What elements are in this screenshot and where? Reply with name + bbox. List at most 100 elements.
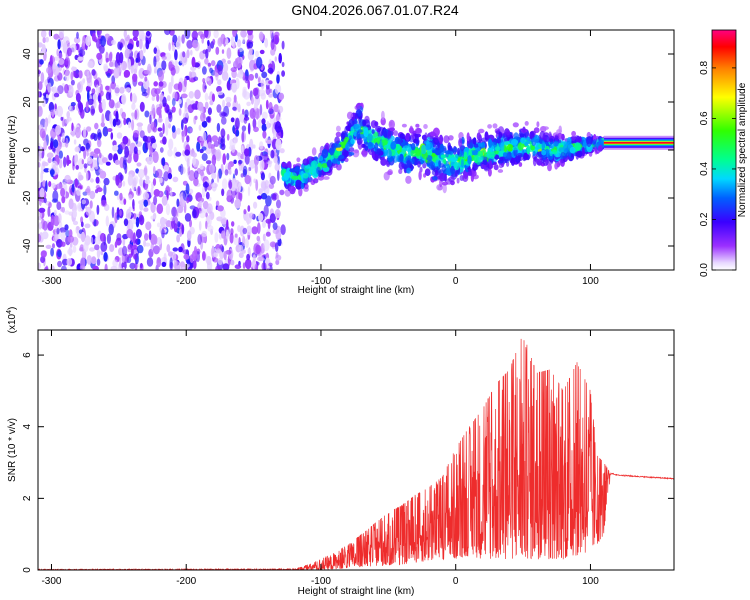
noise-speckle bbox=[234, 264, 242, 270]
noise-speckle bbox=[233, 159, 237, 164]
noise-speckle bbox=[217, 257, 223, 265]
tone-line-band bbox=[603, 141, 674, 144]
noise-speckle bbox=[277, 237, 282, 247]
noise-speckle bbox=[103, 251, 108, 262]
noise-speckle bbox=[183, 107, 189, 119]
snr-x-label: Height of straight line (km) bbox=[298, 586, 415, 597]
noise-speckle bbox=[204, 101, 209, 110]
noise-speckle bbox=[177, 221, 181, 228]
noise-speckle bbox=[216, 104, 222, 113]
noise-speckle bbox=[132, 30, 139, 38]
snr-x-tick-label: -200 bbox=[176, 576, 196, 587]
noise-speckle bbox=[222, 62, 229, 73]
noise-speckle bbox=[256, 155, 260, 163]
noise-speckle bbox=[130, 248, 134, 256]
noise-speckle bbox=[199, 164, 204, 170]
signal-blob bbox=[510, 156, 515, 166]
noise-speckle bbox=[137, 263, 140, 268]
noise-speckle bbox=[230, 228, 234, 235]
signal-blob bbox=[517, 142, 524, 151]
noise-speckle bbox=[76, 226, 80, 231]
noise-speckle bbox=[153, 166, 156, 175]
noise-speckle bbox=[108, 153, 113, 161]
signal-blob bbox=[300, 182, 305, 190]
noise-speckle bbox=[259, 49, 265, 55]
noise-speckle bbox=[168, 82, 173, 94]
signal-blob bbox=[467, 155, 472, 165]
noise-speckle bbox=[194, 115, 198, 121]
noise-speckle bbox=[85, 85, 91, 93]
noise-speckle bbox=[103, 65, 109, 72]
noise-speckle bbox=[53, 236, 58, 242]
signal-blob bbox=[538, 144, 542, 148]
signal-blob bbox=[413, 139, 420, 144]
noise-speckle bbox=[75, 164, 79, 170]
signal-blob bbox=[576, 150, 583, 158]
noise-speckle bbox=[164, 30, 171, 36]
noise-speckle bbox=[265, 195, 272, 207]
noise-speckle bbox=[96, 248, 101, 259]
noise-speckle bbox=[47, 82, 52, 93]
noise-speckle bbox=[209, 100, 214, 106]
noise-speckle bbox=[272, 228, 279, 234]
noise-speckle bbox=[160, 94, 164, 100]
noise-speckle bbox=[96, 30, 102, 36]
noise-speckle bbox=[244, 75, 249, 84]
noise-speckle bbox=[238, 244, 244, 253]
noise-speckle bbox=[124, 145, 129, 158]
noise-speckle bbox=[201, 153, 208, 162]
noise-speckle bbox=[186, 157, 190, 168]
signal-blob bbox=[335, 147, 343, 152]
signal-blob bbox=[444, 150, 452, 155]
signal-blob bbox=[560, 151, 566, 159]
noise-speckle bbox=[85, 101, 89, 113]
noise-speckle bbox=[249, 47, 253, 56]
noise-speckle bbox=[174, 49, 178, 61]
noise-speckle bbox=[237, 49, 240, 57]
noise-speckle bbox=[268, 150, 271, 156]
noise-speckle bbox=[205, 116, 211, 123]
signal-blob bbox=[567, 137, 572, 144]
colorbar: 0.0 0.2 0.4 0.6 0.8 Normalized spectral ampl… bbox=[699, 29, 748, 277]
signal-blob bbox=[424, 168, 431, 176]
signal-blob bbox=[337, 161, 341, 165]
noise-speckle bbox=[210, 60, 216, 67]
signal-blob bbox=[335, 131, 342, 137]
noise-speckle bbox=[133, 146, 138, 154]
signal-blob bbox=[478, 142, 483, 147]
noise-speckle bbox=[89, 178, 94, 183]
noise-speckle bbox=[72, 69, 76, 78]
noise-speckle bbox=[91, 108, 96, 115]
noise-speckle bbox=[186, 49, 190, 59]
snr-y-tick-label: 2 bbox=[22, 495, 33, 501]
noise-speckle bbox=[185, 183, 190, 195]
noise-speckle bbox=[238, 252, 244, 259]
noise-speckle bbox=[106, 72, 111, 79]
noise-speckle bbox=[70, 102, 76, 107]
noise-speckle bbox=[138, 67, 145, 79]
noise-speckle bbox=[79, 265, 86, 270]
signal-blob bbox=[350, 126, 355, 136]
signal-blob bbox=[526, 144, 531, 155]
noise-speckle bbox=[109, 244, 115, 253]
spectrogram-x-ticks: -300 -200 -100 0 100 bbox=[41, 30, 599, 287]
noise-speckle bbox=[119, 209, 122, 217]
noise-speckle bbox=[207, 141, 212, 149]
noise-speckle bbox=[241, 145, 244, 153]
noise-speckle bbox=[264, 37, 269, 48]
noise-speckle bbox=[105, 91, 111, 101]
noise-speckle bbox=[86, 150, 89, 157]
noise-speckle bbox=[176, 127, 181, 135]
noise-speckle bbox=[77, 56, 84, 61]
noise-speckle bbox=[38, 162, 41, 168]
noise-speckle bbox=[70, 71, 74, 81]
noise-speckle bbox=[100, 122, 106, 128]
noise-speckle bbox=[220, 143, 226, 151]
signal-blob bbox=[547, 163, 552, 172]
noise-speckle bbox=[114, 84, 120, 97]
svg-text:(x104): (x104) bbox=[6, 307, 18, 334]
noise-speckle bbox=[38, 149, 42, 162]
signal-blob bbox=[504, 141, 510, 146]
noise-speckle bbox=[139, 202, 144, 211]
noise-speckle bbox=[197, 101, 204, 111]
